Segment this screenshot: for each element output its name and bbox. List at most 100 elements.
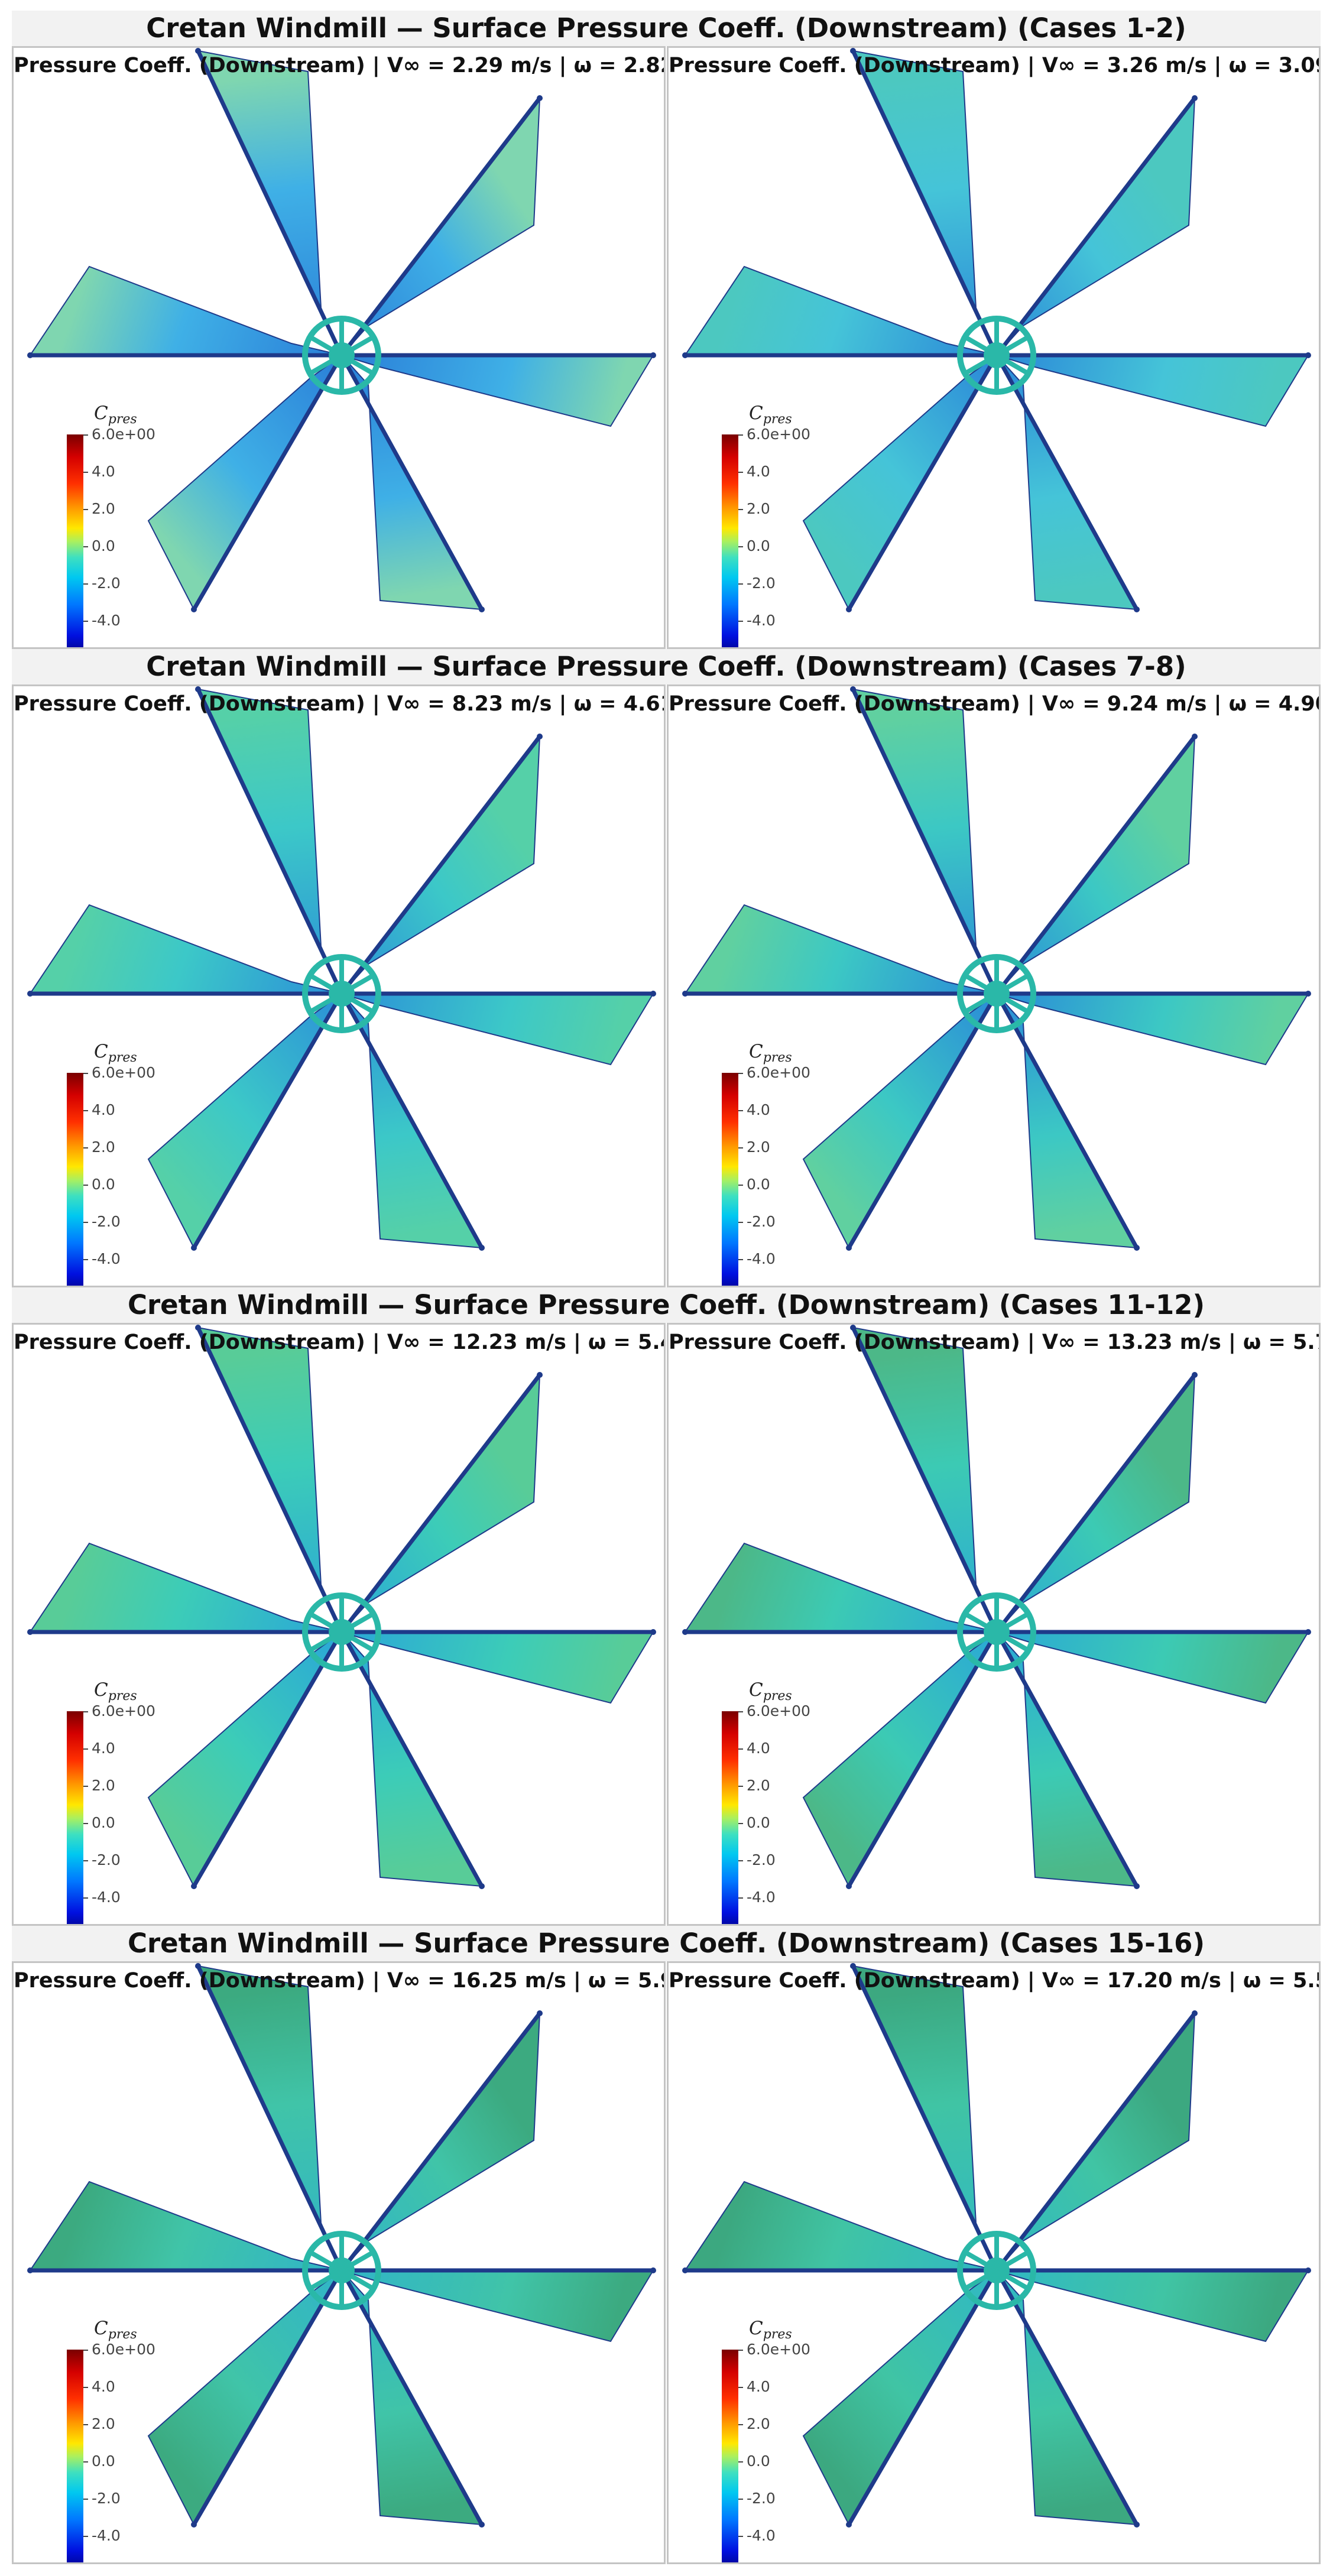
spar-tip-1 <box>850 48 856 54</box>
colorbar-tick-label: 4.0 <box>738 1101 770 1118</box>
colorbar-tick-label: 2.0 <box>738 500 770 517</box>
colorbar-gradient <box>722 434 738 647</box>
hub-center <box>984 1619 1010 1645</box>
blade-3 <box>341 993 654 1066</box>
spar-tip-1 <box>850 686 856 692</box>
colorbar-tick-label: 6.0e+00 <box>83 1702 155 1720</box>
colorbar-tick-label: 0.0 <box>738 537 770 554</box>
spar-tip-4 <box>1134 1245 1140 1251</box>
colorbar-gradient <box>67 1711 83 1924</box>
colorbar-tick-label: 0.0 <box>738 1176 770 1193</box>
blade-3 <box>341 355 654 427</box>
colorbar-subscript: pres <box>108 1689 137 1704</box>
blade-spar-2 <box>994 1373 1197 1634</box>
blade-3 <box>996 1631 1309 1704</box>
colorbar-tick-label: 4.0 <box>738 1740 770 1757</box>
blade-spar-5 <box>846 2268 999 2527</box>
spar-tip-6 <box>682 352 688 358</box>
blade-spar-4 <box>339 2268 484 2527</box>
blade-spar-2 <box>339 96 542 358</box>
row-title: Cretan Windmill — Surface Pressure Coeff… <box>12 11 1321 46</box>
figure-row-2: Cretan Windmill — Surface Pressure Coeff… <box>12 649 1321 1287</box>
spar-tip-3 <box>1305 2267 1311 2273</box>
spar-tip-3 <box>650 2267 656 2273</box>
spar-tip-4 <box>479 1245 485 1251</box>
row-title: Cretan Windmill — Surface Pressure Coeff… <box>12 649 1321 684</box>
colorbar-tick-label: 2.0 <box>83 2415 115 2432</box>
hub-center <box>984 342 1010 368</box>
colorbar-tick-label: 6.0e+00 <box>738 1064 810 1081</box>
spar-tip-6 <box>682 1629 688 1635</box>
hub-center <box>329 981 355 1007</box>
figure-row-4: Cretan Windmill — Surface Pressure Coeff… <box>12 1926 1321 2564</box>
colorbar-tick-label: 2.0 <box>83 500 115 517</box>
spar-tip-1 <box>850 1963 856 1969</box>
blade-3 <box>996 993 1309 1066</box>
blade-spar-4 <box>994 991 1139 1250</box>
hub-center <box>329 2257 355 2283</box>
spar-tip-6 <box>27 991 33 997</box>
colorbar-tick-label: -4.0 <box>738 2527 776 2544</box>
colorbar-tick-label: 4.0 <box>738 2378 770 2395</box>
colorbar-symbol: C <box>94 1041 108 1062</box>
colorbar-title: Cpres <box>749 1041 792 1065</box>
spar-tip-4 <box>1134 606 1140 612</box>
row-title: Cretan Windmill — Surface Pressure Coeff… <box>12 1287 1321 1323</box>
spar-tip-2 <box>1192 1372 1198 1378</box>
spar-tip-3 <box>650 1629 656 1635</box>
spar-tip-3 <box>1305 991 1311 997</box>
spar-tip-3 <box>1305 352 1311 358</box>
spar-tip-2 <box>537 734 543 739</box>
panel-title: Pressure Coeff. (Downstream) | V∞ = 9.24… <box>669 692 1319 716</box>
colorbar-gradient <box>67 1073 83 1286</box>
colorbar-title: Cpres <box>749 403 792 427</box>
colorbar-title: Cpres <box>94 1041 137 1065</box>
colorbar-tick-label: 6.0e+00 <box>738 1702 810 1720</box>
spar-tip-1 <box>195 686 201 692</box>
blade-spar-1 <box>851 687 999 996</box>
hub-center <box>329 1619 355 1645</box>
rotor-panel: Pressure Coeff. (Downstream) | V∞ = 16.2… <box>12 1961 666 2564</box>
colorbar-tick-label: 4.0 <box>738 463 770 480</box>
panel-title: Pressure Coeff. (Downstream) | V∞ = 13.2… <box>669 1331 1319 1354</box>
colorbar-subscript: pres <box>763 412 792 427</box>
blade-spar-2 <box>994 96 1197 358</box>
spar-tip-4 <box>479 606 485 612</box>
colorbar-tick-label: 6.0e+00 <box>83 426 155 443</box>
colorbar-tick-label: -2.0 <box>738 2490 776 2507</box>
colorbar-tick-label: 4.0 <box>83 2378 115 2395</box>
blade-6 <box>29 904 342 994</box>
spar-tip-5 <box>846 2522 852 2528</box>
colorbar-tick-label: -2.0 <box>738 1213 776 1230</box>
colorbar-title: Cpres <box>749 1679 792 1704</box>
spar-tip-3 <box>1305 1629 1311 1635</box>
spar-tip-6 <box>27 1629 33 1635</box>
blade-spar-1 <box>851 1964 999 2273</box>
spar-tip-1 <box>195 48 201 54</box>
spar-tip-2 <box>1192 2010 1198 2016</box>
colorbar-title: Cpres <box>94 403 137 427</box>
spar-tip-4 <box>479 2522 485 2528</box>
colorbar-tick-label: 2.0 <box>738 1777 770 1794</box>
blade-3 <box>996 355 1309 427</box>
rotor-render <box>682 1963 1311 2528</box>
colorbar-subscript: pres <box>763 1689 792 1704</box>
hub-center <box>984 2257 1010 2283</box>
colorbar-gradient <box>722 1073 738 1286</box>
colorbar-tick-label: -4.0 <box>83 1250 121 1267</box>
colorbar-tick-label: 0.0 <box>738 2452 770 2470</box>
spar-tip-2 <box>537 95 543 101</box>
colorbar-tick-label: -4.0 <box>738 612 776 629</box>
spar-tip-5 <box>191 1883 197 1889</box>
colorbar-tick-label: 2.0 <box>83 1138 115 1156</box>
colorbar-tick-label: -2.0 <box>83 1213 121 1230</box>
rotor-render <box>27 686 656 1251</box>
blade-spar-1 <box>196 687 344 996</box>
blade-spar-2 <box>339 734 542 996</box>
blade-spar-4 <box>994 353 1139 612</box>
colorbar-subscript: pres <box>108 1050 137 1066</box>
colorbar-symbol: C <box>749 1041 763 1062</box>
